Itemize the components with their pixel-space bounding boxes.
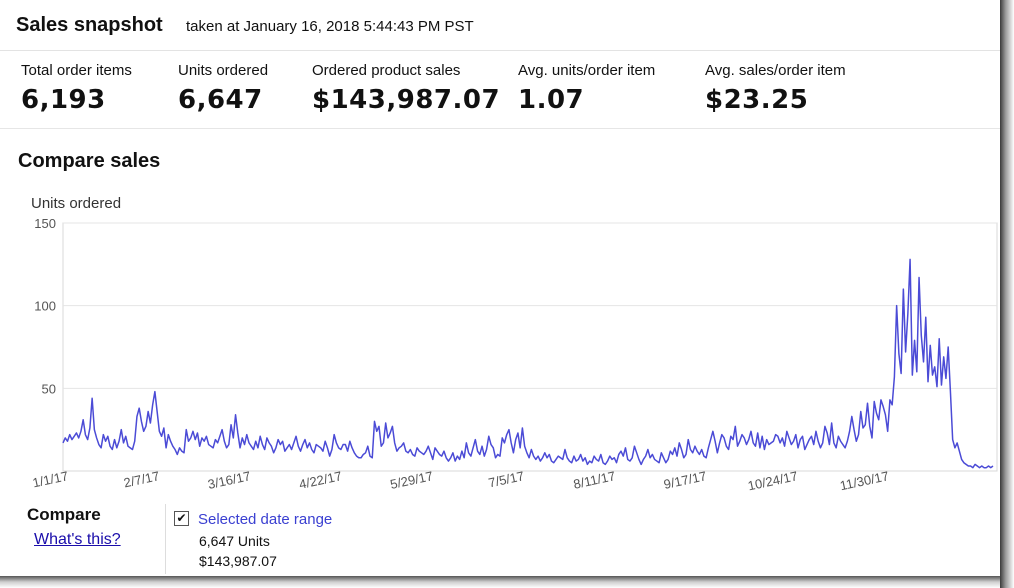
y-tick-label: 100 <box>34 299 56 314</box>
chart-grid <box>62 222 998 472</box>
plot-frame <box>62 222 998 472</box>
sales-snapshot-panel: Sales snapshot taken at January 16, 2018… <box>0 0 1000 129</box>
compare-sales-panel: Compare sales <box>0 133 1000 588</box>
metric-value: 6,193 <box>21 85 106 115</box>
x-tick-label: 2/7/17 <box>122 468 160 490</box>
selected-date-range-checkbox[interactable]: ✔ <box>174 511 189 526</box>
metric-value: $143,987.07 <box>312 85 501 115</box>
whats-this-link[interactable]: What's this? <box>34 531 121 548</box>
x-tick-label: 3/16/17 <box>206 468 252 492</box>
x-tick-label: 11/30/17 <box>839 468 891 493</box>
snapshot-title: Sales snapshot <box>16 14 163 36</box>
compare-sales-title: Compare sales <box>18 150 161 172</box>
selected-range-sales: $143,987.07 <box>199 553 277 569</box>
x-tick-label: 1/1/17 <box>31 468 69 490</box>
y-tick-label: 50 <box>42 381 56 396</box>
metric-label: Units ordered <box>178 62 269 79</box>
metric-ordered-product-sales: Ordered product sales $143,987.07 <box>312 62 500 115</box>
metric-avg-sales-per-order-item: Avg. sales/order item $23.25 <box>705 62 846 115</box>
selected-range-units: 6,647 Units <box>199 533 270 549</box>
metric-total-order-items: Total order items 6,193 <box>21 62 132 115</box>
series-line-units-ordered <box>62 258 994 469</box>
y-axis-title: Units ordered <box>31 195 121 212</box>
metric-value: 1.07 <box>518 85 585 115</box>
snapshot-timestamp: taken at January 16, 2018 5:44:43 PM PST <box>186 18 474 35</box>
x-tick-label: 9/17/17 <box>662 468 708 492</box>
metric-label: Avg. units/order item <box>518 62 656 79</box>
x-tick-label: 5/29/17 <box>389 468 435 492</box>
x-tick-label: 10/24/17 <box>746 468 799 493</box>
metric-value: 6,647 <box>178 85 263 115</box>
metric-units-ordered: Units ordered 6,647 <box>178 62 268 115</box>
compare-label: Compare <box>27 505 101 524</box>
metric-avg-units-per-order-item: Avg. units/order item 1.07 <box>518 62 655 115</box>
x-tick-label: 7/5/17 <box>487 468 525 490</box>
units-ordered-chart: Units ordered 50 100 150 1/1/17 2/7/17 3/16/… <box>31 195 998 493</box>
x-axis-ticks: 1/1/17 2/7/17 3/16/17 4/22/17 5/29/17 7/5/17 8… <box>31 468 890 493</box>
page-shadow-bottom <box>0 576 1000 588</box>
metric-value: $23.25 <box>705 85 809 115</box>
x-tick-label: 4/22/17 <box>298 468 344 492</box>
metric-label: Avg. sales/order item <box>705 62 846 79</box>
y-axis-ticks: 50 100 150 <box>34 216 56 396</box>
page-shadow-right <box>1000 0 1014 588</box>
metric-label: Ordered product sales <box>312 62 461 79</box>
metric-label: Total order items <box>21 62 132 79</box>
x-tick-label: 8/11/17 <box>572 468 617 491</box>
selected-date-range-label[interactable]: Selected date range <box>198 511 333 528</box>
y-tick-label: 150 <box>34 216 56 231</box>
compare-divider <box>165 504 166 574</box>
snapshot-header: Sales snapshot taken at January 16, 2018… <box>0 0 1000 51</box>
